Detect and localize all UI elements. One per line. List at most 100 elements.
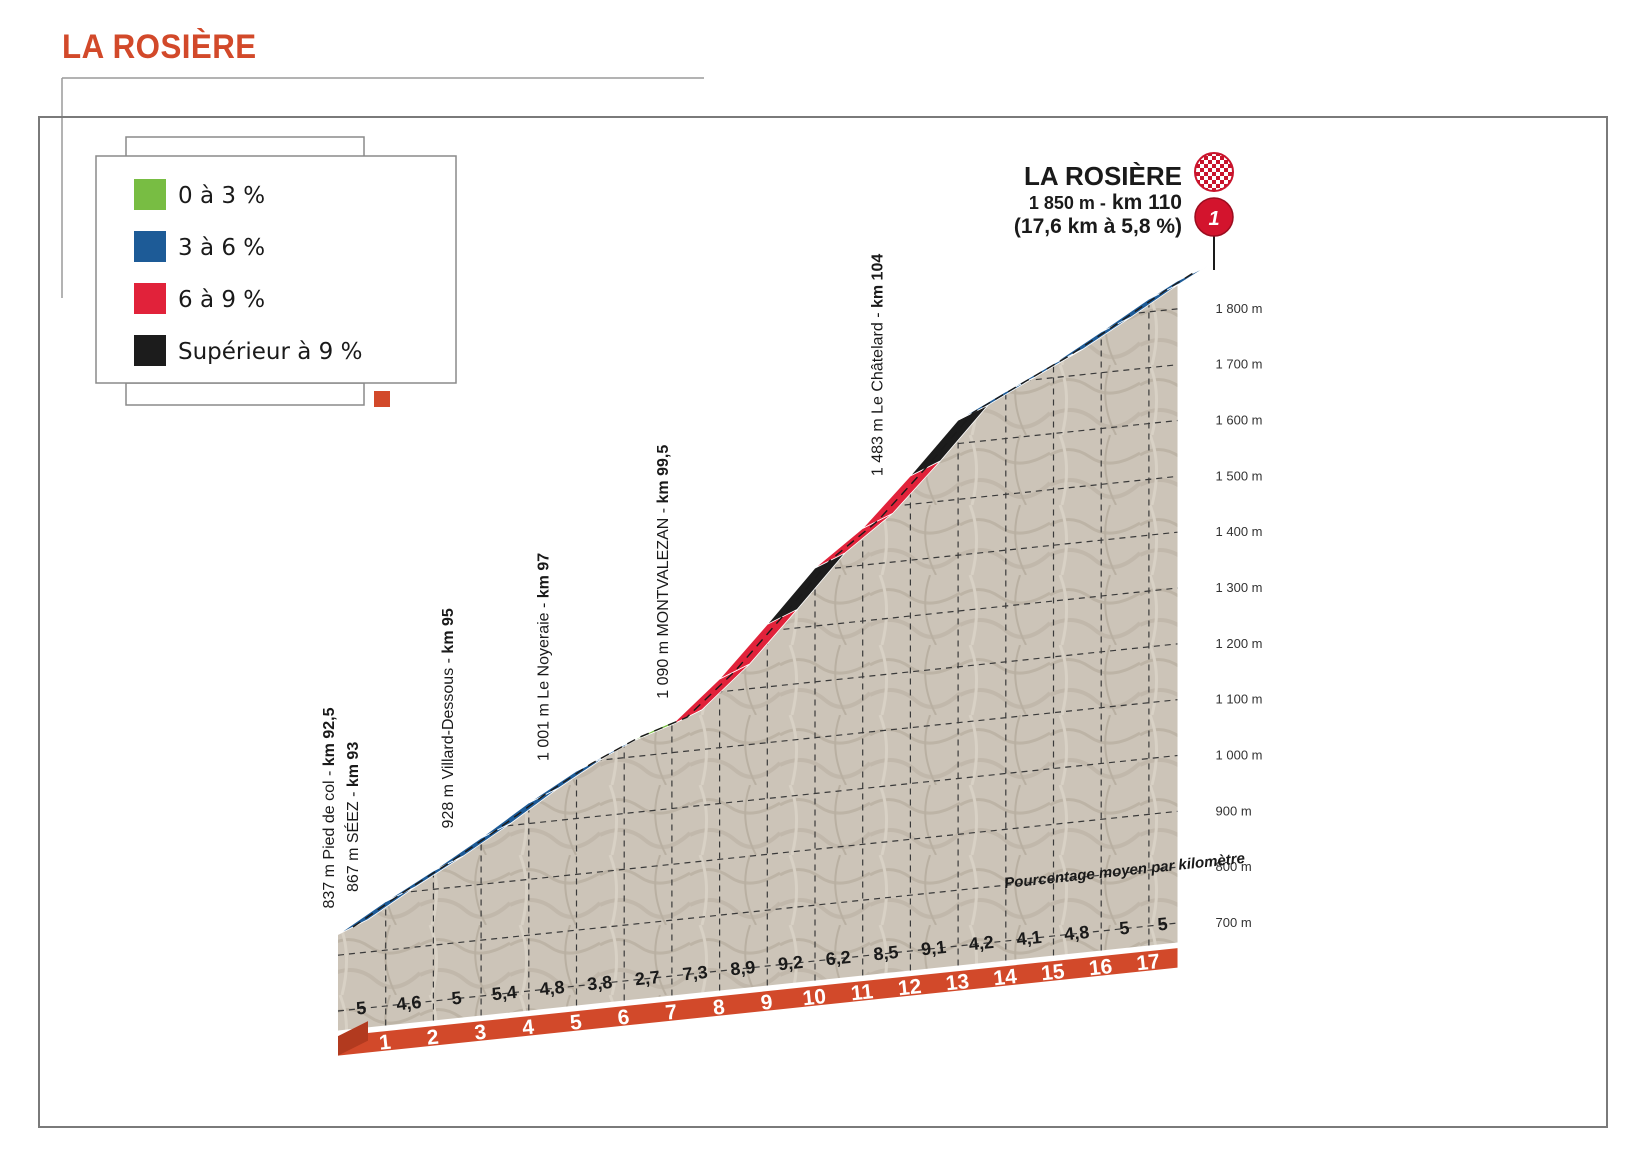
- grade-label: 9,1: [920, 937, 947, 960]
- waypoint-name: 1 001 m Le Noyeraie -: [536, 598, 553, 761]
- waypoint-km: km 95: [440, 608, 457, 653]
- waypoint-name: 1 483 m Le Châtelard -: [870, 308, 887, 476]
- grade-label: 5: [1157, 914, 1169, 935]
- altitude-tick-label: 1 000 m: [1216, 748, 1263, 763]
- waypoint-km: km 104: [870, 254, 887, 308]
- ribbon-centre-line: [352, 272, 1193, 928]
- altitude-tick-label: 1 400 m: [1216, 524, 1263, 539]
- km-band: [338, 948, 1178, 1056]
- summit-info: LA ROSIÈRE 1 850 m - km 110 (17,6 km à 5,…: [1014, 152, 1234, 270]
- grid-line-horizontal: [882, 475, 1178, 508]
- legend-tab-top: [125, 136, 365, 158]
- km-marker-label: 11: [850, 980, 875, 1005]
- km-marker-label: 1: [378, 1031, 392, 1055]
- km-marker-label: 16: [1088, 955, 1114, 980]
- km-band-side: [338, 1021, 368, 1056]
- grid-line-horizontal: [337, 866, 1178, 956]
- altitude-tick-label: 1 800 m: [1216, 301, 1263, 316]
- grid-line-horizontal: [595, 699, 1178, 762]
- legend-label: 0 à 3 %: [178, 183, 265, 209]
- grade-label: 3,8: [586, 972, 613, 995]
- waypoint-label: 867 m SÉEZ - km 93: [343, 742, 362, 892]
- legend-swatch: [134, 231, 166, 262]
- grade-label: 4,8: [1063, 922, 1090, 945]
- grid-line-horizontal: [705, 643, 1178, 694]
- grade-label: 5: [451, 988, 463, 1009]
- altitude-tick-label: 1 100 m: [1216, 692, 1263, 707]
- legend-tab-bottom: [125, 382, 365, 406]
- chart-frame: [38, 116, 1608, 1128]
- grade-label: 4,8: [539, 977, 566, 1000]
- altitude-tick-label: 1 600 m: [1216, 413, 1263, 428]
- legend-label: Supérieur à 9 %: [178, 339, 362, 365]
- summit-name: LA ROSIÈRE: [1024, 161, 1182, 191]
- grid-line-horizontal: [496, 754, 1178, 828]
- waypoint-name: 1 090 m MONTVALEZAN -: [655, 503, 672, 698]
- km-marker-label: 9: [760, 991, 774, 1015]
- summit-climb-stats: (17,6 km à 5,8 %): [1014, 215, 1182, 238]
- km-marker-label: 12: [897, 975, 923, 1000]
- page-title: LA ROSIÈRE: [62, 28, 257, 66]
- waypoint-label: 928 m Villard-Dessous - km 95: [440, 608, 457, 828]
- grid-line-horizontal: [399, 810, 1178, 894]
- profile-grid: [337, 299, 1178, 1026]
- category-badge-number: 1: [1208, 208, 1219, 230]
- waypoint-name: 837 m Pied de col -: [321, 766, 338, 908]
- summit-km: km 110: [1112, 191, 1182, 214]
- km-marker-label: 8: [712, 996, 726, 1020]
- summit-altitude-value: 1 850 m -: [1029, 193, 1106, 213]
- km-marker-label: 17: [1135, 950, 1161, 975]
- legend-swatch: [134, 335, 166, 366]
- waypoint-name: 928 m Villard-Dessous -: [440, 654, 457, 829]
- grid-line-horizontal: [1127, 308, 1178, 315]
- waypoint-km: km 99,5: [655, 445, 672, 504]
- km-marker-label: 3: [473, 1021, 487, 1045]
- altitude-tick-label: 1 700 m: [1216, 357, 1263, 372]
- waypoint-km: km 92,5: [321, 707, 338, 766]
- waypoint-km: km 97: [536, 553, 553, 598]
- grade-label: 8,5: [872, 942, 899, 965]
- grade-label: 9,2: [777, 952, 804, 975]
- km-marker-label: 7: [664, 1001, 678, 1025]
- km-marker-label: 13: [945, 970, 971, 995]
- profile-ribbon: [337, 265, 1208, 935]
- altitude-tick-label: 700 m: [1216, 915, 1252, 930]
- km-marker-label: 10: [802, 985, 828, 1010]
- legend-accent-square: [374, 391, 390, 407]
- km-marker-label: 14: [992, 965, 1018, 990]
- legend: 0 à 3 % 3 à 6 % 6 à 9 % Supérieur à 9 %: [95, 136, 457, 407]
- grade-label: 2,7: [634, 967, 661, 990]
- waypoint-name: 867 m SÉEZ -: [343, 787, 362, 892]
- waypoint-label: 1 090 m MONTVALEZAN - km 99,5: [655, 445, 672, 699]
- grid-line-horizontal: [761, 587, 1178, 633]
- legend-swatch: [134, 283, 166, 314]
- km-marker-label: 15: [1040, 960, 1066, 985]
- grid-line-horizontal: [936, 419, 1178, 447]
- waypoint-label: 837 m Pied de col - km 92,5: [321, 707, 338, 908]
- legend-swatch: [134, 179, 166, 210]
- legend-label: 3 à 6 %: [178, 235, 265, 261]
- checkered-flag-icon: [1194, 152, 1234, 192]
- waypoint-label: 1 483 m Le Châtelard - km 104: [870, 254, 887, 476]
- altitude-tick-label: 1 500 m: [1216, 468, 1263, 483]
- grade-label: 8,9: [729, 957, 756, 980]
- km-marker-label: 2: [426, 1026, 440, 1050]
- grade-label: 4,1: [1016, 927, 1043, 950]
- km-marker-label: 5: [569, 1011, 583, 1035]
- waypoint-label: 1 001 m Le Noyeraie - km 97: [536, 553, 553, 761]
- legend-label: 6 à 9 %: [178, 287, 265, 313]
- grade-label: 7,3: [682, 962, 709, 985]
- profile-terrain: [338, 280, 1178, 1031]
- km-marker-label: 6: [617, 1006, 631, 1030]
- grade-label: 5,4: [491, 982, 518, 1005]
- summit-altitude: 1 850 m - km 110: [1029, 191, 1182, 214]
- altitude-tick-label: 900 m: [1216, 803, 1252, 818]
- grade-label: 5: [1118, 918, 1130, 939]
- waypoint-km: km 93: [345, 742, 362, 787]
- km-marker-label: 4: [521, 1016, 535, 1040]
- altitude-tick-label: 800 m: [1216, 859, 1252, 874]
- grade-label: 4,6: [395, 992, 422, 1015]
- grid-line-horizontal: [337, 922, 1178, 1012]
- category-1-badge-icon: 1: [1194, 197, 1234, 237]
